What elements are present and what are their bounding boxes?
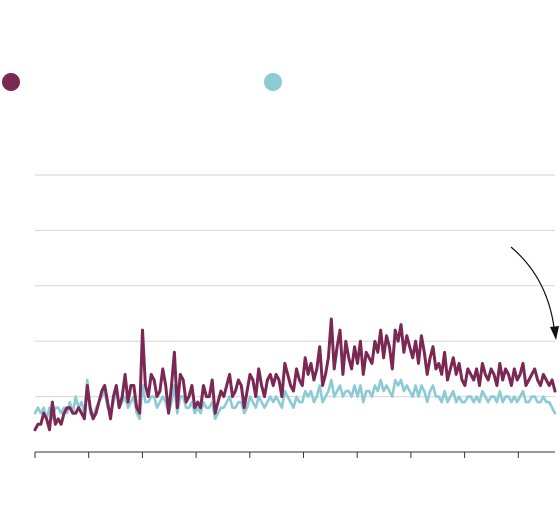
x-axis bbox=[34, 451, 555, 458]
annotation-arrow-head bbox=[550, 326, 559, 340]
annotation-arrow bbox=[510, 246, 559, 340]
series-lines bbox=[33, 317, 557, 432]
series-line-1 bbox=[33, 317, 557, 432]
legend-marker-series-1 bbox=[2, 73, 20, 91]
gridlines bbox=[35, 174, 555, 398]
legend-marker-series-2 bbox=[264, 73, 282, 91]
annotation-arrow-line bbox=[510, 246, 556, 337]
